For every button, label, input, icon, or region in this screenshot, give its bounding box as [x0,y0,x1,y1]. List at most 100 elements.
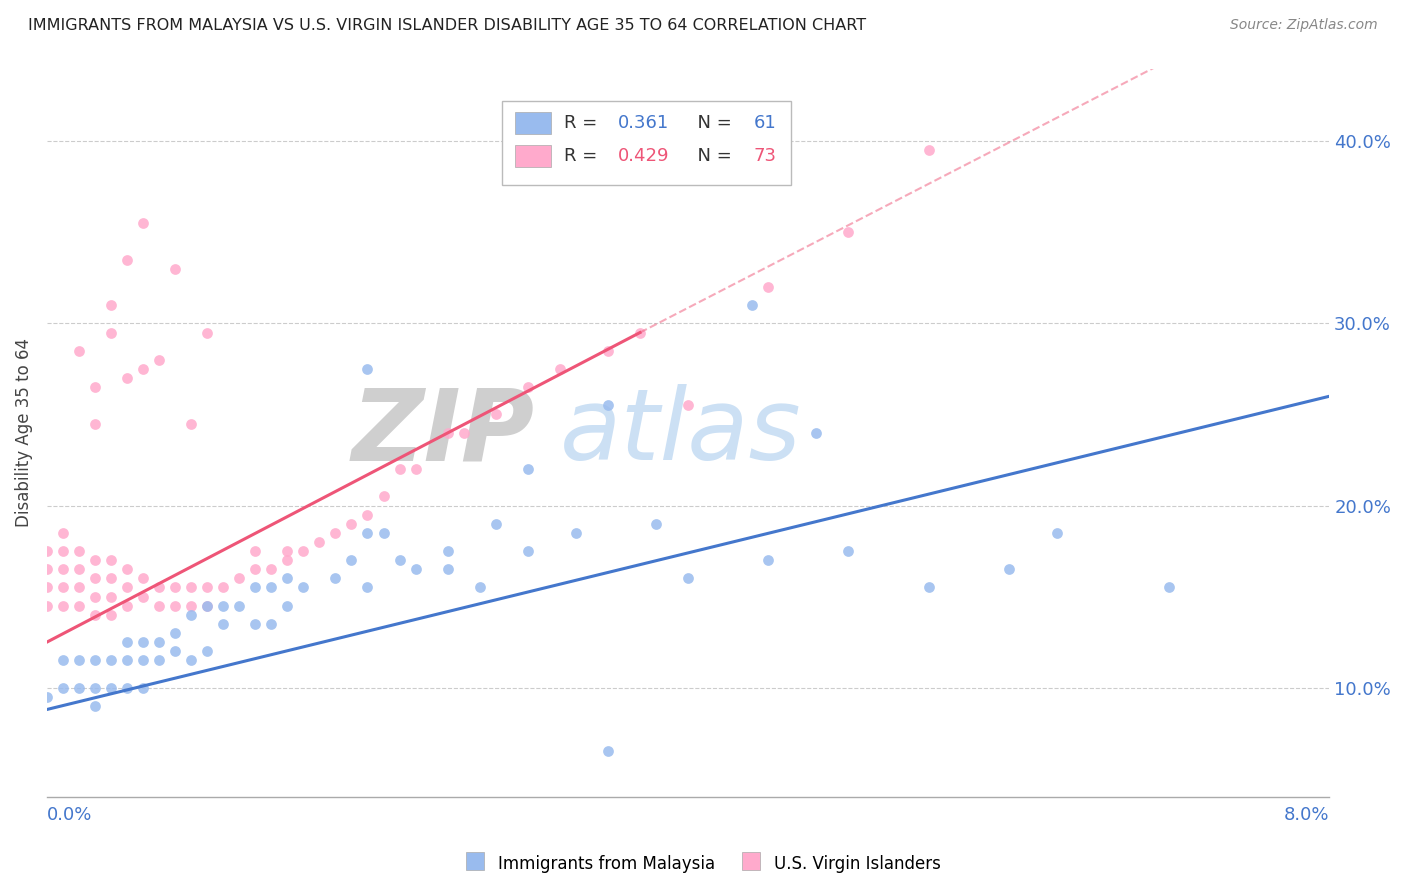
Point [180,417,202,431]
Point [132,571,155,585]
Point [837,544,859,558]
Point [917,581,939,595]
Text: 0.0%: 0.0% [46,806,93,824]
Point [436,425,458,440]
Point [645,516,668,531]
Point [436,562,458,576]
Point [67,343,90,358]
Point [84,681,107,695]
Point [132,681,155,695]
Text: Source: ZipAtlas.com: Source: ZipAtlas.com [1230,18,1378,32]
Point [84,607,107,622]
Point [373,525,395,540]
Point [195,599,218,613]
Point [596,343,619,358]
Point [132,653,155,667]
Point [276,553,298,567]
Point [132,362,155,376]
FancyBboxPatch shape [515,112,551,134]
Point [180,599,202,613]
Point [340,516,363,531]
Text: R =: R = [564,114,603,132]
Point [35,544,58,558]
Point [84,417,107,431]
FancyBboxPatch shape [502,102,790,185]
Point [1157,581,1180,595]
Point [115,681,138,695]
Text: 61: 61 [754,114,776,132]
Point [84,698,107,713]
Point [132,216,155,230]
Point [67,581,90,595]
Point [195,326,218,340]
Point [115,562,138,576]
Point [100,326,122,340]
Legend: Immigrants from Malaysia, U.S. Virgin Islanders: Immigrants from Malaysia, U.S. Virgin Is… [458,847,948,880]
Point [165,644,187,658]
Text: atlas: atlas [560,384,801,481]
Point [148,352,170,367]
Text: 0.361: 0.361 [617,114,669,132]
Point [260,562,283,576]
Point [837,226,859,240]
Point [115,252,138,267]
Point [115,653,138,667]
Point [468,581,491,595]
Point [756,280,779,294]
Point [245,616,267,631]
Point [628,326,651,340]
Point [52,653,75,667]
Point [100,681,122,695]
Point [67,681,90,695]
Point [356,362,378,376]
Point [245,544,267,558]
Point [806,425,828,440]
Point [356,581,378,595]
Point [148,581,170,595]
Point [292,544,315,558]
Point [516,380,538,394]
Point [165,599,187,613]
Text: ZIP: ZIP [352,384,534,481]
Y-axis label: Disability Age 35 to 64: Disability Age 35 to 64 [15,338,32,527]
Text: N =: N = [686,147,737,165]
Point [195,599,218,613]
Point [485,408,508,422]
Point [84,553,107,567]
FancyBboxPatch shape [515,145,551,167]
Point [165,626,187,640]
Point [52,525,75,540]
Point [35,599,58,613]
Point [100,590,122,604]
Point [245,562,267,576]
Point [35,562,58,576]
Point [100,571,122,585]
Point [67,544,90,558]
Point [1046,525,1069,540]
Point [212,581,235,595]
Point [148,653,170,667]
Point [148,599,170,613]
Point [405,462,427,476]
Point [52,681,75,695]
Point [195,644,218,658]
Point [276,571,298,585]
Point [115,581,138,595]
Point [260,616,283,631]
Point [67,653,90,667]
Point [212,616,235,631]
Point [165,261,187,276]
Point [84,590,107,604]
Point [276,544,298,558]
Point [100,607,122,622]
Point [180,581,202,595]
Point [180,607,202,622]
Point [52,581,75,595]
Point [212,599,235,613]
Point [276,599,298,613]
Point [228,571,250,585]
Point [917,144,939,158]
Point [485,516,508,531]
Point [356,508,378,522]
Point [756,553,779,567]
